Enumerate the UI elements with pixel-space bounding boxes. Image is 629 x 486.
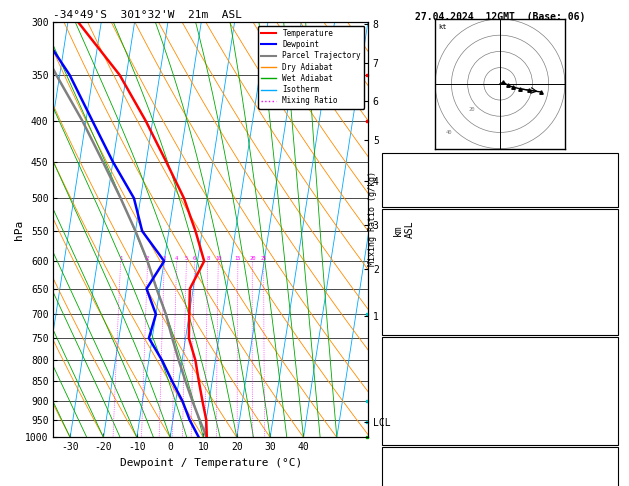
- Text: 5: 5: [185, 256, 188, 261]
- Text: θᴄ (K): θᴄ (K): [389, 377, 425, 387]
- Text: Lifted Index: Lifted Index: [389, 285, 460, 295]
- Text: 11: 11: [599, 231, 611, 242]
- Text: Dewp (°C): Dewp (°C): [389, 249, 442, 259]
- Text: 13: 13: [599, 395, 611, 405]
- Text: 143: 143: [593, 469, 611, 479]
- Bar: [382, 209, 618, 335]
- Text: 4: 4: [175, 256, 178, 261]
- Text: Pressure (mb): Pressure (mb): [389, 359, 465, 369]
- Text: Surface: Surface: [479, 213, 521, 224]
- Text: K: K: [389, 157, 395, 167]
- Text: PW (cm): PW (cm): [389, 193, 430, 203]
- Text: 2: 2: [146, 256, 149, 261]
- Text: 1.17: 1.17: [587, 193, 611, 203]
- Text: 6: 6: [193, 256, 196, 261]
- Text: EH: EH: [389, 469, 401, 479]
- Text: 302: 302: [593, 267, 611, 277]
- Text: -34°49'S  301°32'W  21m  ASL: -34°49'S 301°32'W 21m ASL: [53, 10, 242, 20]
- Text: 1: 1: [119, 256, 122, 261]
- Text: 0: 0: [605, 413, 611, 423]
- Text: 8: 8: [206, 256, 209, 261]
- Text: 10: 10: [215, 256, 221, 261]
- Text: Temp (°C): Temp (°C): [389, 231, 442, 242]
- Text: CAPE (J): CAPE (J): [389, 413, 437, 423]
- Text: © weatheronline.co.uk: © weatheronline.co.uk: [452, 463, 548, 471]
- Text: 27.04.2024  12GMT  (Base: 06): 27.04.2024 12GMT (Base: 06): [415, 12, 585, 22]
- Text: 1: 1: [605, 157, 611, 167]
- Text: 0: 0: [605, 321, 611, 331]
- Text: 308: 308: [593, 377, 611, 387]
- Bar: [382, 154, 618, 207]
- Text: 0: 0: [605, 431, 611, 441]
- Text: 750: 750: [593, 359, 611, 369]
- X-axis label: Dewpoint / Temperature (°C): Dewpoint / Temperature (°C): [120, 458, 302, 468]
- Text: 3: 3: [163, 256, 166, 261]
- Text: CAPE (J): CAPE (J): [389, 303, 437, 313]
- Text: θᴄ(K): θᴄ(K): [389, 267, 419, 277]
- Text: Mixing Ratio (g/kg): Mixing Ratio (g/kg): [369, 171, 377, 266]
- Text: Totals Totals: Totals Totals: [389, 175, 465, 185]
- Text: 8.6: 8.6: [593, 249, 611, 259]
- Legend: Temperature, Dewpoint, Parcel Trajectory, Dry Adiabat, Wet Adiabat, Isotherm, Mi: Temperature, Dewpoint, Parcel Trajectory…: [258, 26, 364, 108]
- Bar: [382, 337, 618, 445]
- Text: 0: 0: [605, 303, 611, 313]
- Text: 17: 17: [599, 285, 611, 295]
- Text: 25: 25: [260, 256, 267, 261]
- Y-axis label: hPa: hPa: [14, 220, 24, 240]
- Text: 20: 20: [249, 256, 255, 261]
- Y-axis label: km
ASL: km ASL: [393, 221, 415, 239]
- Text: Lifted Index: Lifted Index: [389, 395, 460, 405]
- Text: CIN (J): CIN (J): [389, 321, 430, 331]
- Text: 23: 23: [599, 175, 611, 185]
- Text: 15: 15: [235, 256, 241, 261]
- Text: Hodograph: Hodograph: [474, 451, 526, 461]
- Text: CIN (J): CIN (J): [389, 431, 430, 441]
- Text: Most Unstable: Most Unstable: [462, 341, 538, 351]
- Bar: [382, 447, 618, 486]
